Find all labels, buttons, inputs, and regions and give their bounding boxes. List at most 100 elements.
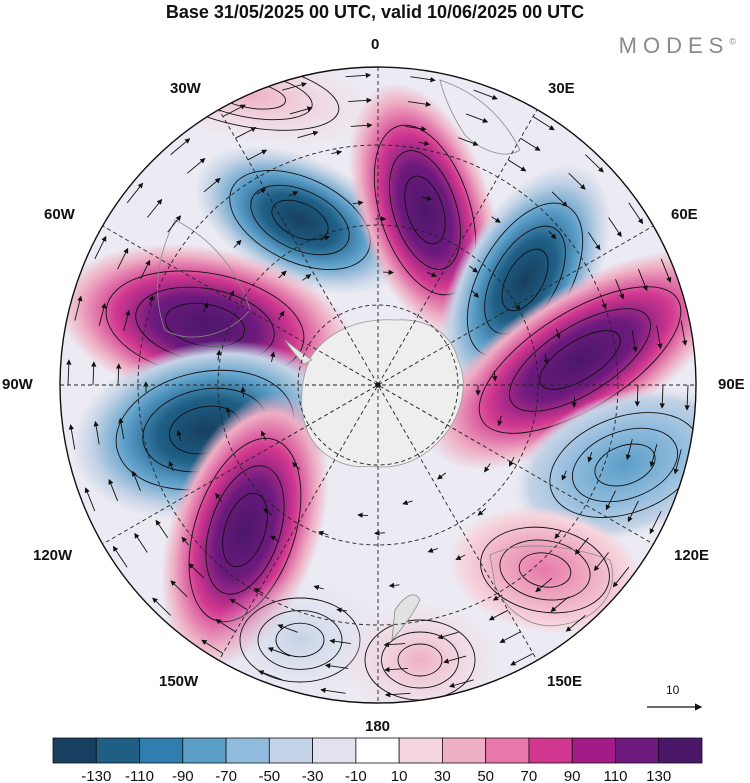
wind-arrow xyxy=(126,182,144,204)
wind-arrow xyxy=(229,598,249,611)
lon-label-0: 0 xyxy=(371,36,380,53)
streamline-contour xyxy=(250,184,350,256)
wind-arrow xyxy=(571,396,577,408)
wind-arrow xyxy=(297,130,319,139)
wind-arrow xyxy=(348,97,372,104)
wind-arrow xyxy=(278,270,287,279)
wind-arrow xyxy=(93,420,100,445)
wind-arrow xyxy=(258,670,283,681)
wind-arrow xyxy=(548,230,557,240)
colorbar-tick-label: 90 xyxy=(564,768,581,783)
wind-arrow xyxy=(637,268,648,292)
streamline-contour xyxy=(271,199,329,241)
wind-arrow xyxy=(240,386,246,398)
modes-logo: MODES© xyxy=(619,33,736,59)
wind-arrow xyxy=(499,631,521,643)
streamline-contour xyxy=(257,610,343,670)
wind-arrow xyxy=(261,430,267,441)
lon-label-180: 180 xyxy=(365,718,391,735)
colorbar-tick-label: 130 xyxy=(646,768,671,783)
wind-arrow xyxy=(470,289,480,298)
wind-arrow xyxy=(587,451,593,463)
wind-arrow xyxy=(201,639,224,654)
wind-arrow xyxy=(634,384,641,407)
wind-arrow xyxy=(402,499,413,506)
wind-arrow xyxy=(247,149,268,161)
wind-arrow xyxy=(329,638,351,645)
wind-arrow xyxy=(455,554,466,560)
wind-arrow xyxy=(585,154,604,173)
colorbar-tick-label: -70 xyxy=(215,768,237,783)
map-border xyxy=(59,66,697,704)
streamline-contour xyxy=(404,175,446,245)
wind-arrow xyxy=(418,140,430,146)
wind-arrow xyxy=(225,406,231,418)
wind-arrow xyxy=(270,535,280,542)
wind-arrow xyxy=(187,158,206,174)
wind-arrow xyxy=(170,580,188,598)
wind-streamlines xyxy=(66,72,690,698)
wind-arrow xyxy=(289,106,313,115)
wind-arrow xyxy=(593,552,609,572)
colorbar-swatch xyxy=(615,737,660,764)
wind-arrow xyxy=(383,641,406,648)
colorbar-tick-label: 30 xyxy=(434,768,451,783)
wind-arrow xyxy=(152,597,171,616)
wind-arrow xyxy=(574,537,589,555)
wind-arrow xyxy=(627,500,639,523)
negative-anomaly-blob xyxy=(438,164,612,396)
wind-arrow xyxy=(550,596,569,612)
lon-label-30w: 30W xyxy=(170,80,201,97)
wind-arrow xyxy=(324,663,349,669)
wind-arrow xyxy=(203,302,209,313)
wind-arrow xyxy=(608,217,622,238)
wind-arrow xyxy=(520,137,541,151)
colorbar-tick-label: -50 xyxy=(258,768,280,783)
brand-name: MODES xyxy=(618,33,730,58)
wind-arrow xyxy=(277,624,298,633)
wind-arrow xyxy=(118,417,125,440)
wind-arrow xyxy=(216,349,222,361)
colorbar-tick-label: 50 xyxy=(477,768,494,783)
colorbar-swatch xyxy=(95,737,140,764)
wind-arrow xyxy=(256,188,267,195)
wind-arrow xyxy=(302,274,312,281)
reference-vector-label: 10 xyxy=(666,683,680,697)
wind-arrow xyxy=(492,594,503,601)
colorbar-swatch xyxy=(312,737,357,764)
wind-arrow xyxy=(253,588,264,594)
streamline-contour xyxy=(275,622,325,658)
wind-arrow xyxy=(170,138,191,155)
colorbar-tick-label: -10 xyxy=(345,768,367,783)
wind-arrow xyxy=(147,198,163,218)
wind-arrow xyxy=(233,239,242,248)
lon-label-90e: 90E xyxy=(718,376,745,393)
wind-arrow xyxy=(508,456,515,467)
wind-arrow xyxy=(568,172,586,190)
wind-arrow xyxy=(282,82,307,91)
wind-arrow xyxy=(115,363,122,386)
lon-label-60e: 60E xyxy=(671,206,698,223)
brand-mark: © xyxy=(729,36,736,47)
wind-arrow xyxy=(649,444,658,468)
wind-arrow xyxy=(68,424,76,450)
streamline-contour xyxy=(222,492,268,568)
wind-arrow xyxy=(615,279,625,300)
lon-label-90w: 90W xyxy=(2,376,33,393)
colorbar-swatch xyxy=(528,737,573,764)
wind-arrow xyxy=(555,328,561,340)
south-pole-marker xyxy=(375,382,381,388)
wind-arrow xyxy=(628,202,644,225)
streamline-contour xyxy=(549,412,696,518)
wind-arrow xyxy=(167,215,182,233)
wind-arrow xyxy=(117,247,129,270)
colorbar-swatch xyxy=(268,737,313,764)
wind-arrow xyxy=(507,159,527,172)
colorbar-swatch xyxy=(571,737,616,764)
wind-arrow xyxy=(318,530,329,536)
colorbar-tick-label: -130 xyxy=(81,768,111,783)
wind-arrow xyxy=(477,508,487,516)
streamline-contour xyxy=(389,150,461,270)
